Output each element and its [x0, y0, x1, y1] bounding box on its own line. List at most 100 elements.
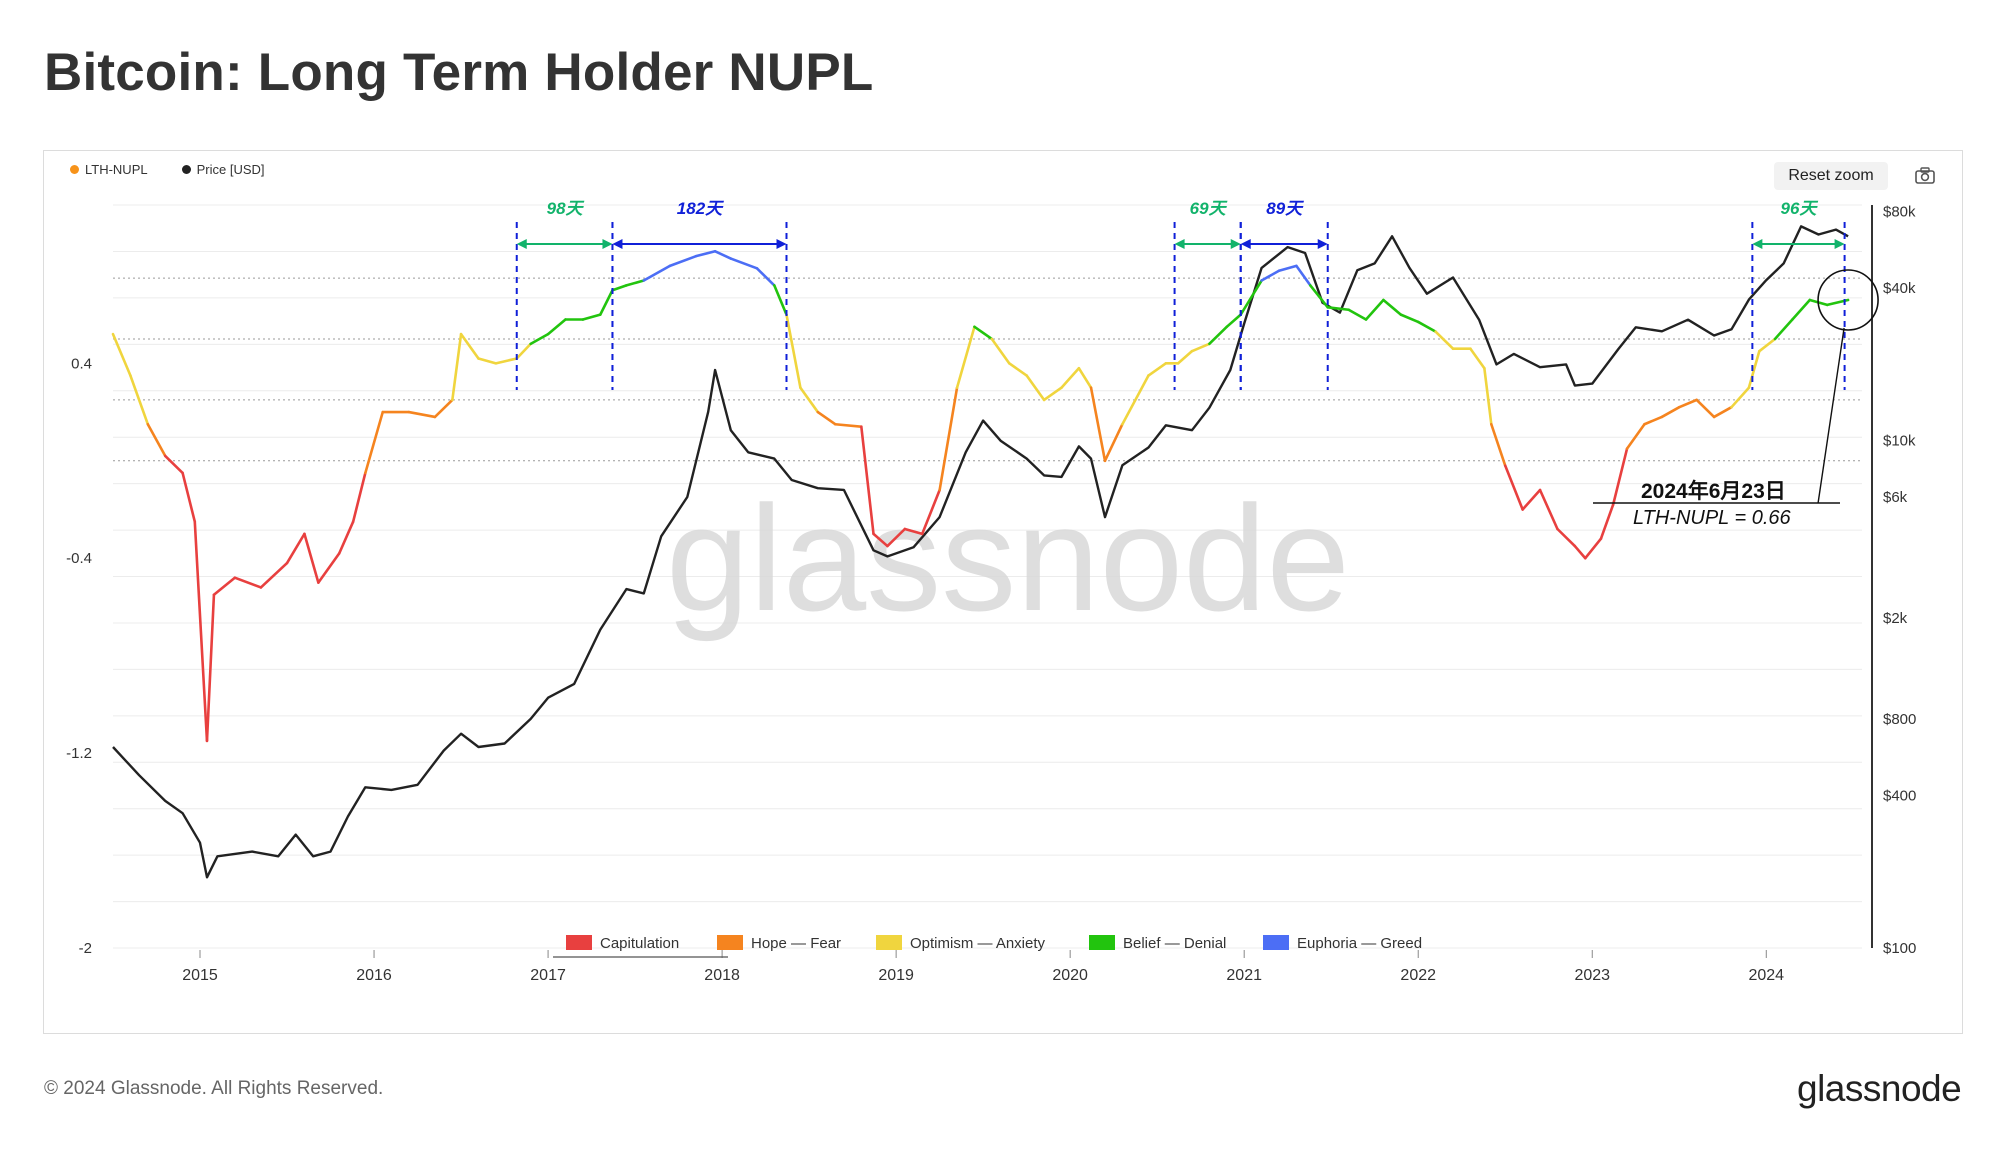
legend-label: Belief — Denial [1123, 935, 1226, 952]
annotation-arrowhead-right [1834, 239, 1845, 249]
lth-nupl-segment [1643, 415, 1664, 426]
x-tick-label: 2022 [1400, 967, 1436, 984]
lth-nupl-segment [1599, 503, 1615, 541]
x-tick-label: 2015 [182, 967, 218, 984]
footer-copyright: © 2024 Glassnode. All Rights Reserved. [44, 1078, 384, 1099]
x-tick-label: 2021 [1226, 967, 1262, 984]
x-tick-label: 2024 [1748, 967, 1784, 984]
lth-nupl-segment [433, 398, 454, 419]
lth-nupl-segment [1556, 527, 1577, 548]
callout-date: 2024年6月23日 [1641, 479, 1786, 503]
camera-icon-svg [1915, 167, 1935, 184]
lth-nupl-segment [1573, 544, 1587, 560]
glassnode-logo[interactable]: glassnode [1797, 1068, 1962, 1109]
annotation-arrowhead-right [602, 239, 613, 249]
y-left-tick-label: -2 [79, 940, 92, 957]
lth-nupl-segment [1399, 313, 1420, 324]
legend-label: Capitulation [600, 935, 679, 952]
lth-nupl-segment [1295, 264, 1312, 287]
lth-nupl-segment [1309, 284, 1330, 309]
lth-nupl-segment [729, 257, 759, 270]
y-right-tick-label: $10k [1883, 433, 1916, 450]
lth-nupl-segment [1434, 330, 1455, 351]
lth-nupl-segment [1121, 374, 1150, 426]
annotation-arrowhead-right [776, 239, 787, 249]
lth-nupl-segment [773, 284, 788, 316]
legend-dot [181, 165, 191, 174]
lth-nupl-segment [1382, 298, 1403, 316]
annotation-arrowhead-right [1317, 239, 1328, 249]
annotation-label: 98天 [547, 199, 585, 218]
lth-nupl-segment [668, 254, 698, 268]
y-right-tick-label: $80k [1883, 204, 1916, 221]
lth-nupl-segment [451, 332, 463, 402]
lth-nupl-segment [1791, 298, 1812, 321]
lth-nupl-segment [785, 313, 802, 390]
lth-nupl-segment [181, 471, 197, 523]
lth-nupl-segment [1758, 337, 1777, 353]
lth-nupl-segment [1730, 386, 1751, 409]
lth-nupl-segment [1747, 349, 1761, 390]
lth-nupl-segment [1347, 308, 1368, 321]
lth-nupl-segment [694, 249, 717, 258]
lth-nupl-segment [1007, 362, 1028, 377]
legend-swatch [1089, 935, 1115, 950]
y-right-tick-label: $800 [1883, 711, 1916, 728]
y-left-tick-label: 0.4 [71, 355, 92, 372]
lth-nupl-segment [193, 520, 209, 743]
legend-label: Euphoria — Greed [1297, 935, 1422, 952]
lth-nupl-segment [407, 410, 437, 419]
lth-nupl-segment [1660, 405, 1681, 419]
page-title: Bitcoin: Long Term Holder NUPL [44, 43, 874, 102]
y-left-tick-label: -1.2 [66, 745, 92, 762]
legend-swatch [717, 935, 743, 950]
lth-nupl-segment [285, 532, 306, 565]
lth-nupl-segment [1625, 422, 1646, 450]
lth-nupl-segment [642, 264, 672, 282]
lth-nupl-segment [1677, 398, 1698, 409]
lth-nupl-segment [872, 532, 889, 548]
legend-label: Hope — Fear [751, 935, 841, 952]
x-tick-label: 2023 [1574, 967, 1610, 984]
lth-nupl-segment [713, 249, 733, 260]
camera-icon[interactable] [1914, 165, 1936, 187]
lth-nupl-segment [1490, 422, 1507, 467]
annotation-label: 96天 [1781, 199, 1819, 218]
lth-nupl-segment [233, 576, 263, 589]
lth-nupl-segment [1611, 447, 1629, 506]
legend-item-lth-nupl[interactable]: LTH-NUPL [70, 162, 148, 177]
lth-nupl-segment [833, 422, 863, 428]
lth-nupl-segment [973, 325, 994, 341]
lth-nupl-segment [1521, 488, 1542, 511]
lth-nupl-segment [1089, 386, 1107, 463]
lth-nupl-segment [1260, 269, 1281, 282]
lth-nupl-segment [1239, 279, 1263, 316]
lth-nupl-segment [1773, 318, 1794, 341]
annotation-arrowhead-left [1174, 239, 1185, 249]
price-line [112, 225, 1849, 879]
lth-nupl-segment [212, 576, 237, 597]
callout-value: LTH-NUPL = 0.66 [1633, 507, 1792, 529]
lth-nupl-segment [990, 337, 1011, 365]
legend-swatch [566, 935, 592, 950]
lth-nupl-segment [1583, 537, 1603, 560]
lth-nupl-segment [364, 410, 385, 475]
lth-nupl-segment [903, 527, 924, 536]
lth-nupl-segment [755, 267, 776, 287]
legend-swatch [876, 935, 902, 950]
lth-nupl-segment [546, 318, 567, 336]
lth-nupl-segment [598, 288, 614, 316]
lth-nupl-segment [146, 422, 167, 458]
lth-nupl-segment [515, 342, 532, 360]
annotation-arrowhead-right [1230, 239, 1241, 249]
reset-zoom-button[interactable]: Reset zoom [1774, 162, 1888, 190]
legend-label: Optimism — Anxiety [910, 935, 1046, 952]
x-tick-label: 2019 [878, 967, 914, 984]
legend-item-price[interactable]: Price [USD] [181, 162, 265, 177]
lth-nupl-segment [1077, 366, 1093, 390]
annotation-arrowhead-left [1240, 239, 1251, 249]
lth-nupl-segment [581, 313, 602, 321]
lth-nupl-segment [1695, 398, 1716, 419]
lth-nupl-segment [1225, 313, 1243, 329]
